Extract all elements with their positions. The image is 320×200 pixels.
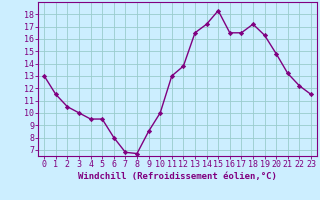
X-axis label: Windchill (Refroidissement éolien,°C): Windchill (Refroidissement éolien,°C) bbox=[78, 172, 277, 181]
